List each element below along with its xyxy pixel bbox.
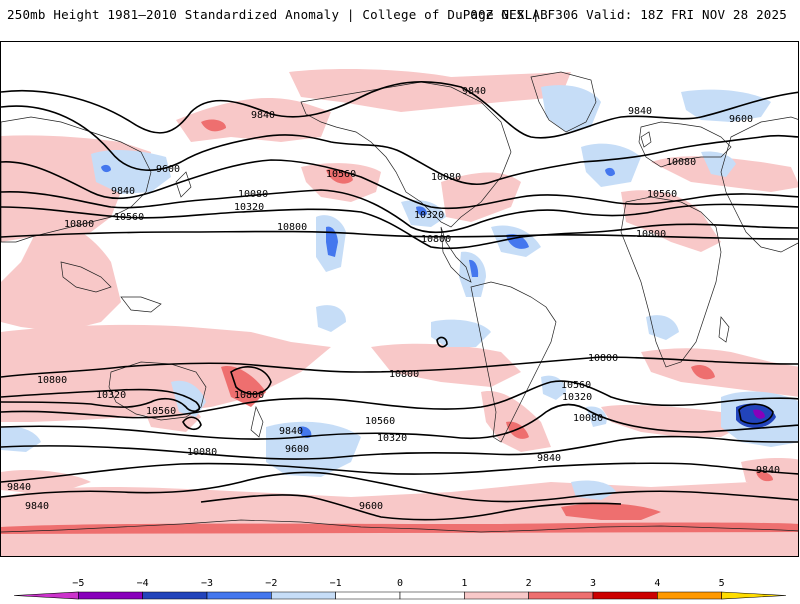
contour-label: 10080 <box>573 413 603 424</box>
colorbar-tick-label: 1 <box>461 578 467 589</box>
contour-label: 9840 <box>25 501 49 512</box>
colorbar-segment <box>528 591 594 600</box>
colorbar-tick-label: 4 <box>654 578 660 589</box>
height-contours <box>1 81 798 521</box>
colorbar-ticks: −5 −4 −3 −2 −1 0 1 2 3 4 5 <box>72 578 724 589</box>
contour-label: 10080 <box>238 189 268 200</box>
contour-label: 10320 <box>96 390 126 401</box>
map-canvas: 9840 9840 9840 9600 9600 9840 10560 1008… <box>1 69 798 556</box>
contour-label: 10560 <box>647 189 677 200</box>
colorbar-tick-label: 0 <box>397 578 403 589</box>
contour-label: 9840 <box>756 465 780 476</box>
colorbar-legend: −5 −4 −3 −2 −1 0 1 2 3 4 5 <box>0 570 800 600</box>
colorbar-segment <box>721 591 787 600</box>
colorbar-tick-label: −4 <box>137 578 149 589</box>
contour-label: 10320 <box>562 392 592 403</box>
colorbar-tick-label: −3 <box>201 578 213 589</box>
contour-label: 10320 <box>377 433 407 444</box>
negative-anomaly-shading <box>1 85 798 500</box>
colorbar-segments <box>13 591 787 600</box>
contour-label: 10560 <box>365 416 395 427</box>
model-run-label: 00Z GFS | F306 Valid: 18Z FRI NOV 28 202… <box>470 7 787 22</box>
map-title: 250mb Height 1981–2010 Standardized Anom… <box>7 7 548 22</box>
contour-labels: 9840 9840 9840 9600 9600 9840 10560 1008… <box>7 86 780 512</box>
contour-label: 10320 <box>234 202 264 213</box>
colorbar-canvas: −5 −4 −3 −2 −1 0 1 2 3 4 5 <box>13 578 787 600</box>
contour-label: 10800 <box>277 222 307 233</box>
contour-label: 9840 <box>7 482 31 493</box>
contour-label: 10560 <box>326 169 356 180</box>
contour-label: 10800 <box>37 375 67 386</box>
header: 250mb Height 1981–2010 Standardized Anom… <box>0 0 800 30</box>
colorbar-segment <box>78 591 143 600</box>
colorbar-segment <box>335 591 401 600</box>
contour-label: 10560 <box>146 406 176 417</box>
contour-label: 10080 <box>666 157 696 168</box>
contour-label: 10800 <box>389 369 419 380</box>
contour-label: 10800 <box>588 353 618 364</box>
colorbar-segment <box>657 591 722 600</box>
contour-label: 10800 <box>636 229 666 240</box>
contour-label: 9840 <box>462 86 486 97</box>
contour-label: 9840 <box>251 110 275 121</box>
colorbar-segment <box>464 591 529 600</box>
contour-label: 9600 <box>359 501 383 512</box>
contour-label: 10320 <box>414 210 444 221</box>
contour-label: 10800 <box>421 234 451 245</box>
colorbar-tick-label: 2 <box>526 578 532 589</box>
colorbar-tick-label: 5 <box>719 578 725 589</box>
contour-label: 9840 <box>537 453 561 464</box>
anomaly-map: 9840 9840 9840 9600 9600 9840 10560 1008… <box>0 41 799 557</box>
contour-label: 9840 <box>628 106 652 117</box>
contour-label: 9600 <box>729 114 753 125</box>
contour-label: 10080 <box>431 172 461 183</box>
colorbar-segment <box>206 591 272 600</box>
colorbar-segment <box>399 591 465 600</box>
colorbar-tick-label: −5 <box>72 578 84 589</box>
colorbar-tick-label: 3 <box>590 578 596 589</box>
colorbar-segment <box>13 591 79 600</box>
colorbar-segment <box>271 591 336 600</box>
contour-label: 10800 <box>234 390 264 401</box>
contour-label: 10560 <box>561 380 591 391</box>
contour-label: 9840 <box>279 426 303 437</box>
positive-anomaly-shading <box>1 69 798 556</box>
contour-label: 10800 <box>64 219 94 230</box>
contour-label: 10560 <box>114 212 144 223</box>
contour-label: 10080 <box>187 447 217 458</box>
colorbar-segment <box>592 591 658 600</box>
colorbar-tick-label: −1 <box>330 578 342 589</box>
contour-label: 9600 <box>156 164 180 175</box>
colorbar-tick-label: −2 <box>265 578 277 589</box>
colorbar-segment <box>142 591 208 600</box>
contour-label: 9600 <box>285 444 309 455</box>
contour-label: 9840 <box>111 186 135 197</box>
